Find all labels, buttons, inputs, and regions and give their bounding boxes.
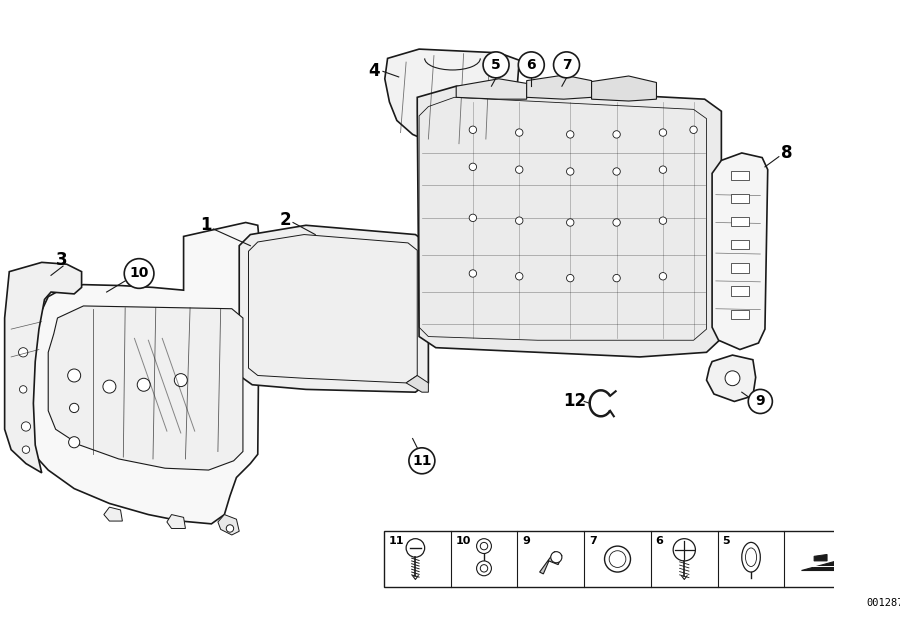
- Text: 9: 9: [755, 394, 765, 408]
- Text: 11: 11: [412, 454, 432, 468]
- Circle shape: [20, 385, 27, 393]
- Circle shape: [137, 378, 150, 391]
- Circle shape: [68, 437, 80, 448]
- Circle shape: [659, 166, 667, 174]
- Circle shape: [477, 561, 491, 576]
- Polygon shape: [49, 306, 243, 470]
- Circle shape: [659, 217, 667, 225]
- Text: 9: 9: [522, 536, 530, 546]
- Polygon shape: [385, 49, 519, 148]
- Circle shape: [566, 219, 574, 226]
- Ellipse shape: [742, 543, 760, 572]
- Circle shape: [673, 539, 696, 561]
- Circle shape: [613, 219, 620, 226]
- Text: 10: 10: [130, 266, 148, 280]
- Bar: [731, 217, 749, 226]
- Circle shape: [516, 217, 523, 225]
- Polygon shape: [418, 86, 722, 357]
- Circle shape: [554, 52, 580, 78]
- Polygon shape: [4, 263, 82, 473]
- Polygon shape: [104, 507, 122, 521]
- Circle shape: [19, 348, 28, 357]
- Text: 3: 3: [57, 251, 68, 268]
- Circle shape: [516, 273, 523, 280]
- Text: 4: 4: [368, 62, 380, 80]
- Circle shape: [481, 565, 488, 572]
- Text: 2: 2: [280, 211, 292, 229]
- Circle shape: [22, 446, 30, 453]
- Polygon shape: [456, 79, 526, 99]
- Circle shape: [605, 546, 631, 572]
- Polygon shape: [23, 223, 259, 524]
- Text: 5: 5: [723, 536, 730, 546]
- Circle shape: [725, 371, 740, 385]
- Circle shape: [69, 403, 79, 413]
- Text: 6: 6: [526, 58, 536, 72]
- Circle shape: [469, 163, 477, 170]
- Text: 5: 5: [491, 58, 501, 72]
- Circle shape: [477, 539, 491, 553]
- Circle shape: [469, 270, 477, 277]
- Circle shape: [483, 52, 509, 78]
- Polygon shape: [239, 225, 428, 392]
- Circle shape: [609, 551, 626, 567]
- Text: 7: 7: [562, 58, 572, 72]
- Circle shape: [481, 543, 488, 550]
- Circle shape: [226, 525, 234, 532]
- Circle shape: [689, 126, 698, 134]
- Bar: [731, 286, 749, 296]
- Text: 6: 6: [655, 536, 663, 546]
- Polygon shape: [406, 375, 428, 392]
- Circle shape: [659, 273, 667, 280]
- Bar: [384, 531, 900, 587]
- Text: 10: 10: [455, 536, 471, 546]
- Polygon shape: [712, 153, 768, 350]
- Circle shape: [566, 168, 574, 175]
- Circle shape: [551, 551, 562, 563]
- Text: 12: 12: [563, 392, 587, 410]
- Text: 00128748: 00128748: [866, 598, 900, 608]
- Circle shape: [613, 168, 620, 175]
- Ellipse shape: [745, 548, 757, 567]
- Text: 1: 1: [200, 216, 212, 234]
- Circle shape: [516, 129, 523, 136]
- Polygon shape: [814, 555, 827, 561]
- Polygon shape: [801, 561, 834, 570]
- Polygon shape: [166, 515, 185, 529]
- Bar: [731, 194, 749, 203]
- Circle shape: [469, 126, 477, 134]
- Circle shape: [613, 274, 620, 282]
- Bar: [731, 263, 749, 273]
- Text: 7: 7: [589, 536, 597, 546]
- Circle shape: [103, 380, 116, 393]
- Circle shape: [516, 166, 523, 174]
- Circle shape: [175, 373, 187, 387]
- Circle shape: [748, 389, 772, 413]
- Circle shape: [659, 129, 667, 136]
- Circle shape: [409, 448, 435, 474]
- Polygon shape: [218, 515, 239, 535]
- Bar: [731, 240, 749, 249]
- Polygon shape: [591, 76, 656, 101]
- Circle shape: [613, 131, 620, 138]
- Circle shape: [469, 214, 477, 221]
- Polygon shape: [526, 75, 591, 99]
- Circle shape: [518, 52, 544, 78]
- Polygon shape: [540, 551, 562, 574]
- Circle shape: [566, 274, 574, 282]
- Bar: [731, 170, 749, 180]
- Circle shape: [68, 369, 81, 382]
- Circle shape: [124, 259, 154, 288]
- Text: 8: 8: [780, 144, 792, 162]
- Circle shape: [22, 422, 31, 431]
- Polygon shape: [706, 355, 756, 401]
- Circle shape: [566, 131, 574, 138]
- Text: 11: 11: [389, 536, 404, 546]
- Bar: [731, 310, 749, 319]
- Circle shape: [406, 539, 425, 557]
